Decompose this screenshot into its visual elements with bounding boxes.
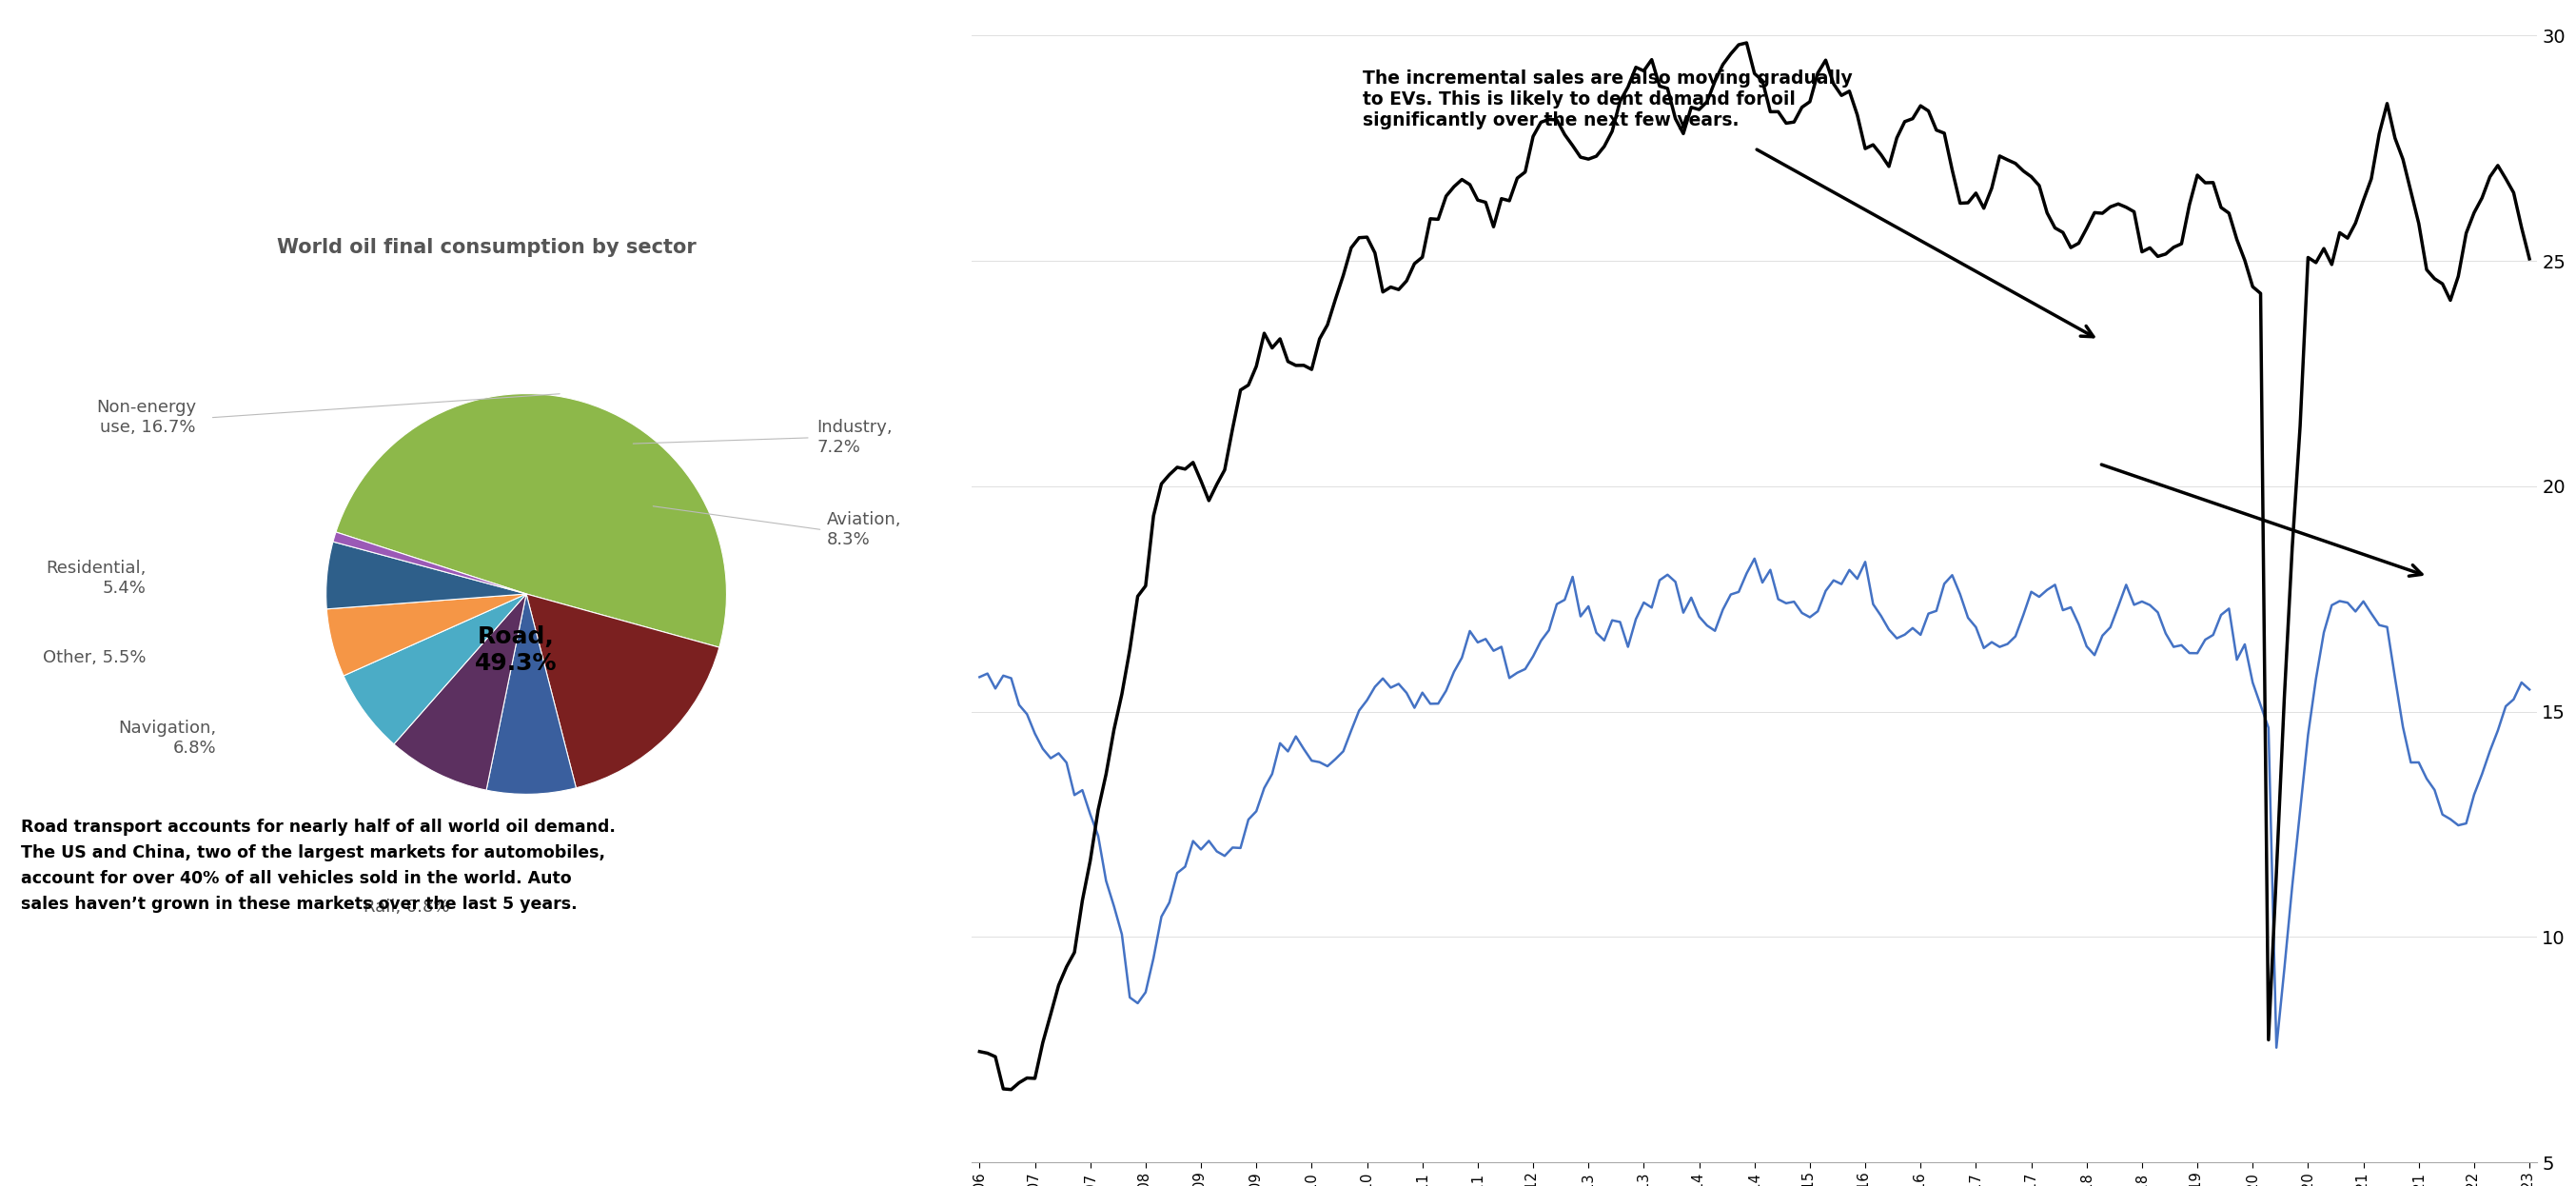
Text: Road,
49.3%: Road, 49.3% xyxy=(474,625,556,675)
Text: Road transport accounts for nearly half of all world oil demand.
The US and Chin: Road transport accounts for nearly half … xyxy=(21,818,616,913)
Text: Other, 5.5%: Other, 5.5% xyxy=(44,650,147,667)
Text: Non-energy
use, 16.7%: Non-energy use, 16.7% xyxy=(95,400,196,436)
Wedge shape xyxy=(327,542,526,608)
Wedge shape xyxy=(327,594,526,676)
Text: Residential,
5.4%: Residential, 5.4% xyxy=(46,560,147,597)
Wedge shape xyxy=(487,594,577,795)
Wedge shape xyxy=(343,594,526,744)
Wedge shape xyxy=(335,394,726,648)
Wedge shape xyxy=(332,533,526,594)
Text: Industry,
7.2%: Industry, 7.2% xyxy=(817,419,891,457)
Wedge shape xyxy=(394,594,526,790)
Text: Navigation,
6.8%: Navigation, 6.8% xyxy=(118,720,216,757)
Title: World oil final consumption by sector: World oil final consumption by sector xyxy=(276,237,696,256)
Wedge shape xyxy=(526,594,719,788)
Text: Aviation,
8.3%: Aviation, 8.3% xyxy=(827,511,902,548)
Text: Rail, 0.8%: Rail, 0.8% xyxy=(363,898,448,916)
Text: The incremental sales are also moving gradually
to EVs. This is likely to dent d: The incremental sales are also moving gr… xyxy=(1363,70,1852,129)
